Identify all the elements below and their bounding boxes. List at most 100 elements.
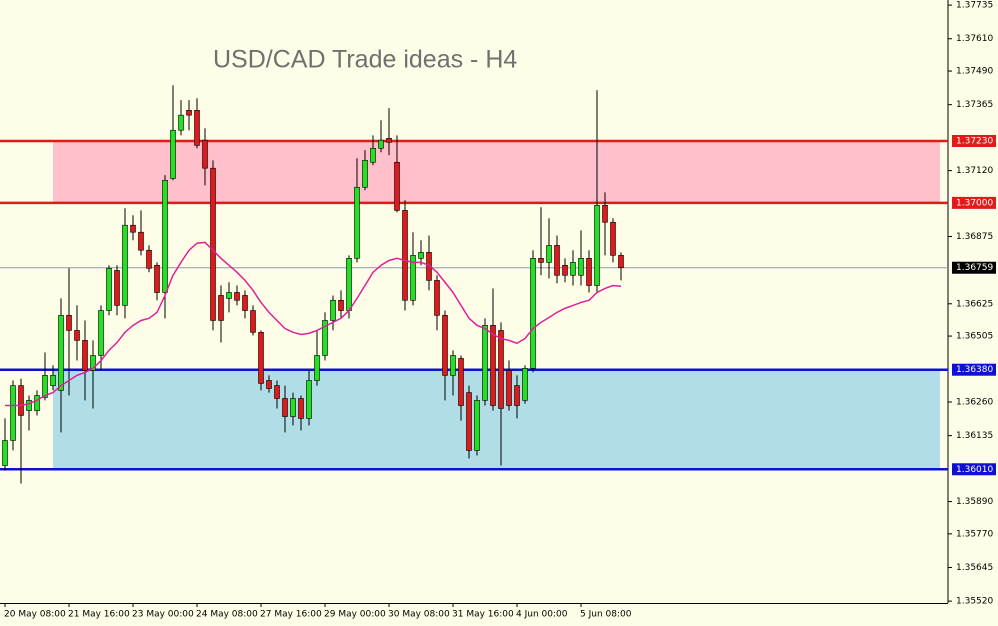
candle-body (258, 332, 264, 384)
candle-body (186, 110, 192, 116)
level-label: 1.36380 (956, 365, 993, 375)
x-tick-label: 23 May 00:00 (132, 610, 194, 620)
candle-body (410, 255, 416, 301)
candle-body (50, 375, 56, 386)
level-label-box (952, 363, 996, 376)
candle-body (530, 258, 536, 369)
candle-body (42, 375, 48, 398)
candle-body (26, 400, 32, 411)
candle-body (114, 270, 120, 306)
candle-body (490, 325, 496, 406)
candle-body (610, 221, 616, 256)
y-tick-label: 1.35770 (956, 529, 993, 539)
candle-body (130, 224, 136, 233)
candle-body (202, 139, 208, 169)
candle-body (618, 255, 624, 269)
x-tick-label: 30 May 08:00 (388, 610, 450, 620)
level-label-box (952, 134, 996, 147)
candle-body (106, 267, 112, 311)
candle-body (418, 252, 424, 259)
candle-body (554, 245, 560, 276)
candle-body (330, 299, 336, 321)
y-tick-label: 1.37735 (956, 1, 993, 11)
y-tick-label: 1.37610 (956, 34, 993, 44)
candle-body (562, 265, 568, 276)
level-label-box (952, 463, 996, 476)
candle-body (394, 161, 400, 211)
candle-body (2, 440, 8, 466)
x-tick-label: 5 Jun 08:00 (580, 610, 632, 620)
candle-body (122, 224, 128, 306)
candle-body (426, 252, 432, 281)
candle-body (474, 400, 480, 451)
candle-body (90, 355, 96, 371)
candle-body (602, 205, 608, 223)
candle-body (250, 310, 256, 333)
x-tick-label: 21 May 16:00 (68, 610, 130, 620)
candle-body (74, 330, 80, 341)
x-tick-label: 4 Jun 00:00 (516, 610, 568, 620)
candle-body (146, 249, 152, 269)
candle-body (138, 231, 144, 251)
level-label: 1.37000 (956, 198, 993, 208)
candle-body (282, 398, 288, 417)
x-tick-label: 20 May 08:00 (4, 610, 66, 620)
candle-body (218, 295, 224, 321)
candle-body (578, 258, 584, 276)
y-tick-label: 1.37365 (956, 100, 993, 110)
candle-body (58, 315, 64, 391)
candle-body (546, 245, 552, 263)
candle-body (570, 262, 576, 276)
x-tick-label: 27 May 16:00 (260, 610, 322, 620)
current-price-label: 1.36759 (956, 263, 993, 273)
candle-body (10, 385, 16, 441)
candle-body (594, 205, 600, 286)
x-tick-label: 29 May 00:00 (324, 610, 386, 620)
candle-body (514, 385, 520, 406)
candle-body (162, 179, 168, 293)
candle-body (298, 398, 304, 419)
y-tick-label: 1.36260 (956, 398, 993, 408)
candle-body (82, 340, 88, 371)
candle-body (210, 167, 216, 321)
candle-body (290, 398, 296, 417)
candle-body (450, 355, 456, 376)
level-label-box (952, 196, 996, 209)
candle-body (354, 186, 360, 259)
y-tick-label: 1.36505 (956, 332, 993, 342)
candle-body (506, 370, 512, 406)
candle-body (362, 160, 368, 188)
candle-body (194, 110, 200, 146)
y-tick-label: 1.36625 (956, 299, 993, 309)
y-tick-label: 1.36875 (956, 232, 993, 242)
candle-body (170, 129, 176, 179)
candle-body (482, 325, 488, 401)
candle-body (98, 310, 104, 356)
current-price-box (952, 261, 996, 274)
candle-body (178, 114, 184, 131)
candle-body (242, 295, 248, 311)
candle-body (226, 292, 232, 299)
candle-body (306, 380, 312, 419)
candle-body (370, 147, 376, 163)
candle-body (538, 258, 544, 263)
candle-body (522, 368, 528, 401)
candle-body (402, 210, 408, 301)
candle-body (34, 395, 40, 411)
x-tick-label: 31 May 16:00 (452, 610, 514, 620)
zone (53, 369, 940, 470)
candle-body (442, 315, 448, 376)
candle-body (154, 265, 160, 293)
candle-body (314, 355, 320, 381)
candle-body (378, 139, 384, 149)
candle-body (234, 292, 240, 301)
candle-body (386, 138, 392, 143)
y-tick-label: 1.35645 (956, 563, 993, 573)
candle-body (274, 385, 280, 399)
candle-body (434, 280, 440, 316)
y-tick-label: 1.37120 (956, 166, 993, 176)
x-tick-label: 24 May 08:00 (196, 610, 258, 620)
candle-body (18, 385, 24, 416)
